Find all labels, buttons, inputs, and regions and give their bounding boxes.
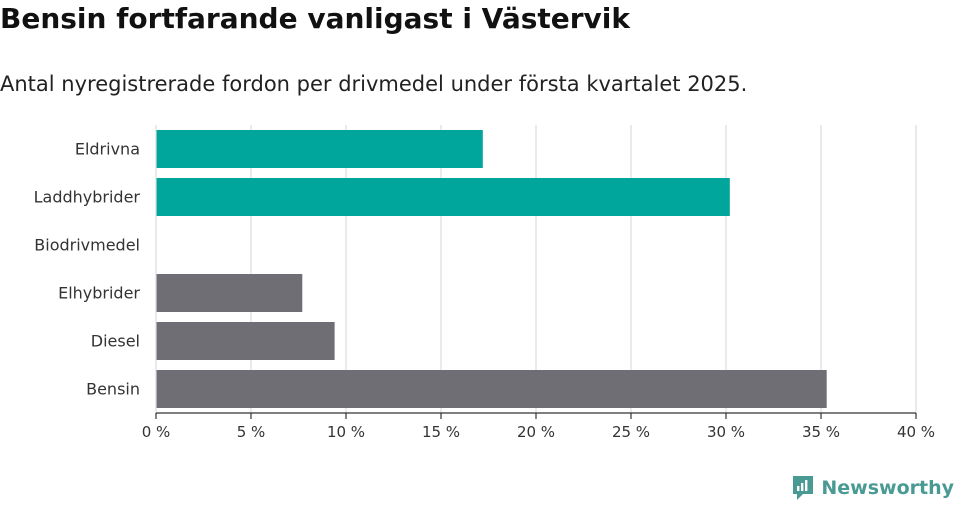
category-label-eldrivna: Eldrivna [75,140,140,159]
chart-subtitle: Antal nyregistrerade fordon per drivmede… [0,72,748,96]
bar-elhybrider [156,274,303,312]
brand-name: Newsworthy [821,477,954,499]
x-tick-label-30: 30 % [707,423,745,441]
x-tick-label-10: 10 % [327,423,365,441]
x-tick-label-40: 40 % [897,423,935,441]
category-label-elhybrider: Elhybrider [58,284,140,303]
x-tick-label-15: 15 % [422,423,460,441]
category-label-biodrivmedel: Biodrivmedel [34,236,140,255]
bar-bensin [156,370,827,408]
bar-laddhybrider [156,178,730,216]
category-label-diesel: Diesel [91,332,140,351]
newsworthy-logo: Newsworthy [791,474,954,502]
x-tick-label-0: 0 % [142,423,171,441]
bar-eldrivna [156,130,483,168]
category-label-bensin: Bensin [86,380,140,399]
bar-diesel [156,322,335,360]
x-tick-label-5: 5 % [237,423,266,441]
x-tick-label-25: 25 % [612,423,650,441]
x-tick-label-20: 20 % [517,423,555,441]
category-label-laddhybrider: Laddhybrider [34,188,141,207]
newsworthy-icon [793,476,814,500]
x-tick-label-35: 35 % [802,423,840,441]
chart-title: Bensin fortfarande vanligast i Västervik [0,2,631,35]
